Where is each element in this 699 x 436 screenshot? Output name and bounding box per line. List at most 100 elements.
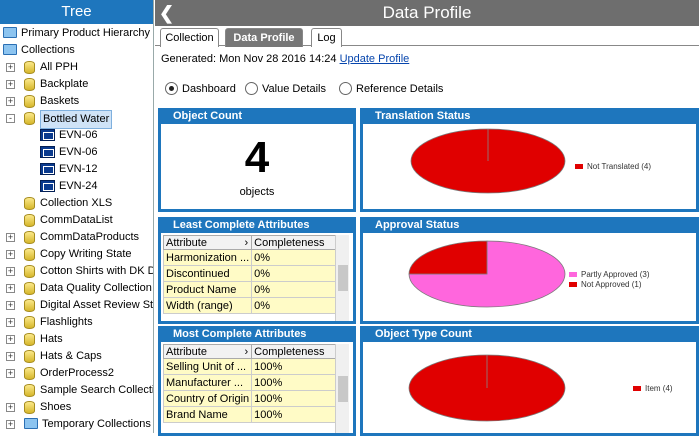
tree-item[interactable]: CommDataList xyxy=(0,212,153,229)
radio-value-details[interactable]: Value Details xyxy=(245,82,326,96)
expand-icon[interactable]: + xyxy=(6,249,15,259)
tree-item-label: Flashlights xyxy=(40,316,93,328)
expand-icon[interactable]: + xyxy=(6,62,15,72)
panel-title: Object Type Count xyxy=(363,329,696,342)
legend-swatch xyxy=(633,386,641,391)
table-cell: Product Name xyxy=(162,281,253,298)
object-count-unit: objects xyxy=(239,186,275,198)
scrollbar-thumb[interactable] xyxy=(338,265,348,291)
expand-icon[interactable]: + xyxy=(6,334,15,344)
radio-label: Dashboard xyxy=(182,83,236,95)
evn-icon xyxy=(40,163,55,175)
table-row[interactable]: Width (range) 0% xyxy=(162,297,343,314)
expand-icon[interactable]: + xyxy=(6,79,15,89)
table-row[interactable]: Discontinued 0% xyxy=(162,265,343,282)
tab-data-profile[interactable]: Data Profile xyxy=(225,28,303,47)
tree-item[interactable]: EVN-24 xyxy=(0,178,153,195)
tree-item-label: Backplate xyxy=(40,78,89,90)
tree-item[interactable]: Sample Search Collectio xyxy=(0,382,153,399)
expand-icon[interactable]: + xyxy=(6,368,15,378)
table-cell: Brand Name xyxy=(162,406,253,423)
expand-icon[interactable]: + xyxy=(6,402,15,412)
most-complete-table: Attribute› Completeness› Selling Unit of… xyxy=(162,344,343,423)
tree-item[interactable]: Collections xyxy=(0,42,153,59)
tree-item[interactable]: + Cotton Shirts with DK D xyxy=(0,263,153,280)
tree-item[interactable]: + Backplate xyxy=(0,76,153,93)
column-header-attribute[interactable]: Attribute › xyxy=(162,344,253,359)
most-complete-panel: Most Complete Attributes Attribute › Comp… xyxy=(158,326,356,436)
table-row[interactable]: Manufacturer ... 100% xyxy=(162,374,343,391)
column-header-completeness[interactable]: Completeness› xyxy=(251,235,343,250)
table-row[interactable]: Brand Name 100% xyxy=(162,406,343,423)
expand-icon[interactable]: + xyxy=(6,266,15,276)
tree-item[interactable]: + Hats xyxy=(0,331,153,348)
table-cell: 0% xyxy=(251,297,343,314)
tree-item[interactable]: + OrderProcess2 xyxy=(0,365,153,382)
tree-item[interactable]: Primary Product Hierarchy xyxy=(0,25,153,42)
table-row[interactable]: Selling Unit of ... 100% xyxy=(162,358,343,375)
database-icon xyxy=(24,78,35,91)
object-count-panel: Object Count 4 objects xyxy=(158,108,356,212)
tab-log[interactable]: Log xyxy=(311,28,342,47)
tree-item[interactable]: + Shoes xyxy=(0,399,153,416)
legend-label: Item (4) xyxy=(645,384,673,393)
database-icon xyxy=(24,367,35,380)
tree-item[interactable]: + Flashlights xyxy=(0,314,153,331)
radio-reference-details[interactable]: Reference Details xyxy=(339,82,443,96)
panel-title: Object Count xyxy=(161,111,353,124)
vertical-scrollbar[interactable] xyxy=(335,235,349,321)
tree-item[interactable]: Collection XLS xyxy=(0,195,153,212)
database-icon xyxy=(24,350,35,363)
tree-item[interactable]: + Digital Asset Review Sta xyxy=(0,297,153,314)
scrollbar-thumb[interactable] xyxy=(338,376,348,402)
database-icon xyxy=(24,61,35,74)
expand-icon[interactable]: + xyxy=(6,283,15,293)
tab-collection[interactable]: Collection xyxy=(160,28,219,47)
tree-item[interactable]: EVN-12 xyxy=(0,161,153,178)
back-chevron-icon[interactable]: ❮ xyxy=(159,3,175,23)
tree-item[interactable]: + Data Quality Collection xyxy=(0,280,153,297)
column-header-attribute[interactable]: Attribute › xyxy=(162,235,253,250)
expand-icon[interactable]: + xyxy=(6,351,15,361)
table-cell: Harmonization ... xyxy=(162,249,253,266)
tree-item[interactable]: EVN-06 xyxy=(0,127,153,144)
table-row[interactable]: Country of Origin 100% xyxy=(162,390,343,407)
expand-icon[interactable]: + xyxy=(6,317,15,327)
radio-dashboard[interactable]: Dashboard xyxy=(165,82,236,96)
expand-icon[interactable]: + xyxy=(6,96,15,106)
legend-swatch xyxy=(575,164,583,169)
tree-item-label: CommDataList xyxy=(40,214,113,226)
collapse-icon[interactable]: - xyxy=(6,114,15,123)
column-header-completeness[interactable]: Completeness› xyxy=(251,344,343,359)
table-row[interactable]: Product Name 0% xyxy=(162,281,343,298)
tree-item-label: EVN-06 xyxy=(59,146,98,158)
table-row[interactable]: Harmonization ... 0% xyxy=(162,249,343,266)
tree-item-label: EVN-24 xyxy=(59,180,98,192)
tree-item[interactable]: + Temporary Collections xyxy=(0,416,153,433)
database-icon xyxy=(24,384,35,397)
tree-item[interactable]: - Bottled Water xyxy=(0,110,153,129)
tree-item-label: Data Quality Collection xyxy=(40,282,152,294)
tree-item-label: Collection XLS xyxy=(40,197,113,209)
least-complete-panel: Least Complete Attributes Attribute › Com… xyxy=(158,217,356,324)
radio-dot-icon xyxy=(165,82,178,95)
database-icon xyxy=(24,248,35,261)
tree-item[interactable]: + All PPH xyxy=(0,59,153,76)
expand-icon[interactable]: + xyxy=(6,419,15,429)
tree-item-label: EVN-12 xyxy=(59,163,98,175)
panel-title: Least Complete Attributes xyxy=(161,220,353,233)
vertical-scrollbar[interactable] xyxy=(335,344,349,433)
expand-icon[interactable]: + xyxy=(6,300,15,310)
tree-item[interactable]: + Hats & Caps xyxy=(0,348,153,365)
database-icon xyxy=(24,299,35,312)
update-profile-link[interactable]: Update Profile xyxy=(339,53,410,65)
tree-item[interactable]: + Copy Writing State xyxy=(0,246,153,263)
tree-item-label: OrderProcess2 xyxy=(40,367,114,379)
main-panel: ❮ Data Profile Collection Data Profile L… xyxy=(155,0,699,436)
tree-item[interactable]: + CommDataProducts xyxy=(0,229,153,246)
table-cell: Discontinued xyxy=(162,265,253,282)
tree-item[interactable]: EVN-06 xyxy=(0,144,153,161)
tree-item[interactable]: + Baskets xyxy=(0,93,153,110)
expand-icon[interactable]: + xyxy=(6,232,15,242)
tree-item-label: Shoes xyxy=(40,401,72,413)
